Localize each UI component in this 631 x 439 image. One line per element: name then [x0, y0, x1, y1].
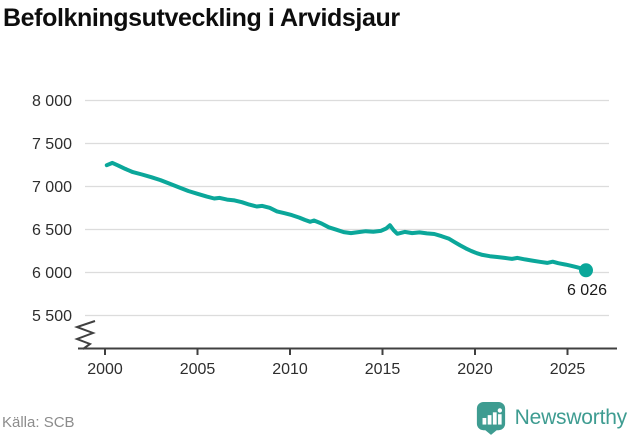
- population-chart: 5 500 6 000 6 500 7 000 7 500 8 000 2000 2005 20…: [32, 93, 617, 378]
- newsworthy-logo: Newsworthy: [475, 400, 627, 435]
- y-axis-tick-label: 7 000: [32, 179, 72, 196]
- x-axis-tick-label: 2000: [87, 361, 123, 378]
- chart-footer: Källa: SCB Newsworthy: [0, 395, 631, 439]
- source-label: Källa: SCB: [2, 414, 75, 431]
- y-axis-tick-label: 6 500: [32, 222, 72, 239]
- newsworthy-chart-bubble-icon: [476, 401, 505, 435]
- end-value-label: 6 026: [567, 282, 607, 299]
- end-point-dot: [579, 263, 593, 278]
- x-axis-tick-label: 2020: [457, 361, 493, 378]
- brand-name: Newsworthy: [514, 405, 628, 429]
- x-axis-tick-label: 2015: [365, 361, 401, 378]
- population-line: [104, 160, 588, 273]
- y-axis-tick-label: 8 000: [32, 93, 72, 110]
- x-axis-tick-label: 2005: [180, 361, 216, 378]
- x-axis-tick-label: 2010: [272, 361, 308, 378]
- chart-title: Befolkningsutveckling i Arvidsjaur: [3, 4, 400, 32]
- y-axis-tick-label: 5 500: [32, 308, 72, 325]
- y-axis-tick-label: 6 000: [32, 265, 72, 282]
- x-axis-tick-label: 2025: [550, 361, 586, 378]
- y-axis-tick-label: 7 500: [32, 136, 72, 153]
- axis-break-icon: [74, 320, 96, 350]
